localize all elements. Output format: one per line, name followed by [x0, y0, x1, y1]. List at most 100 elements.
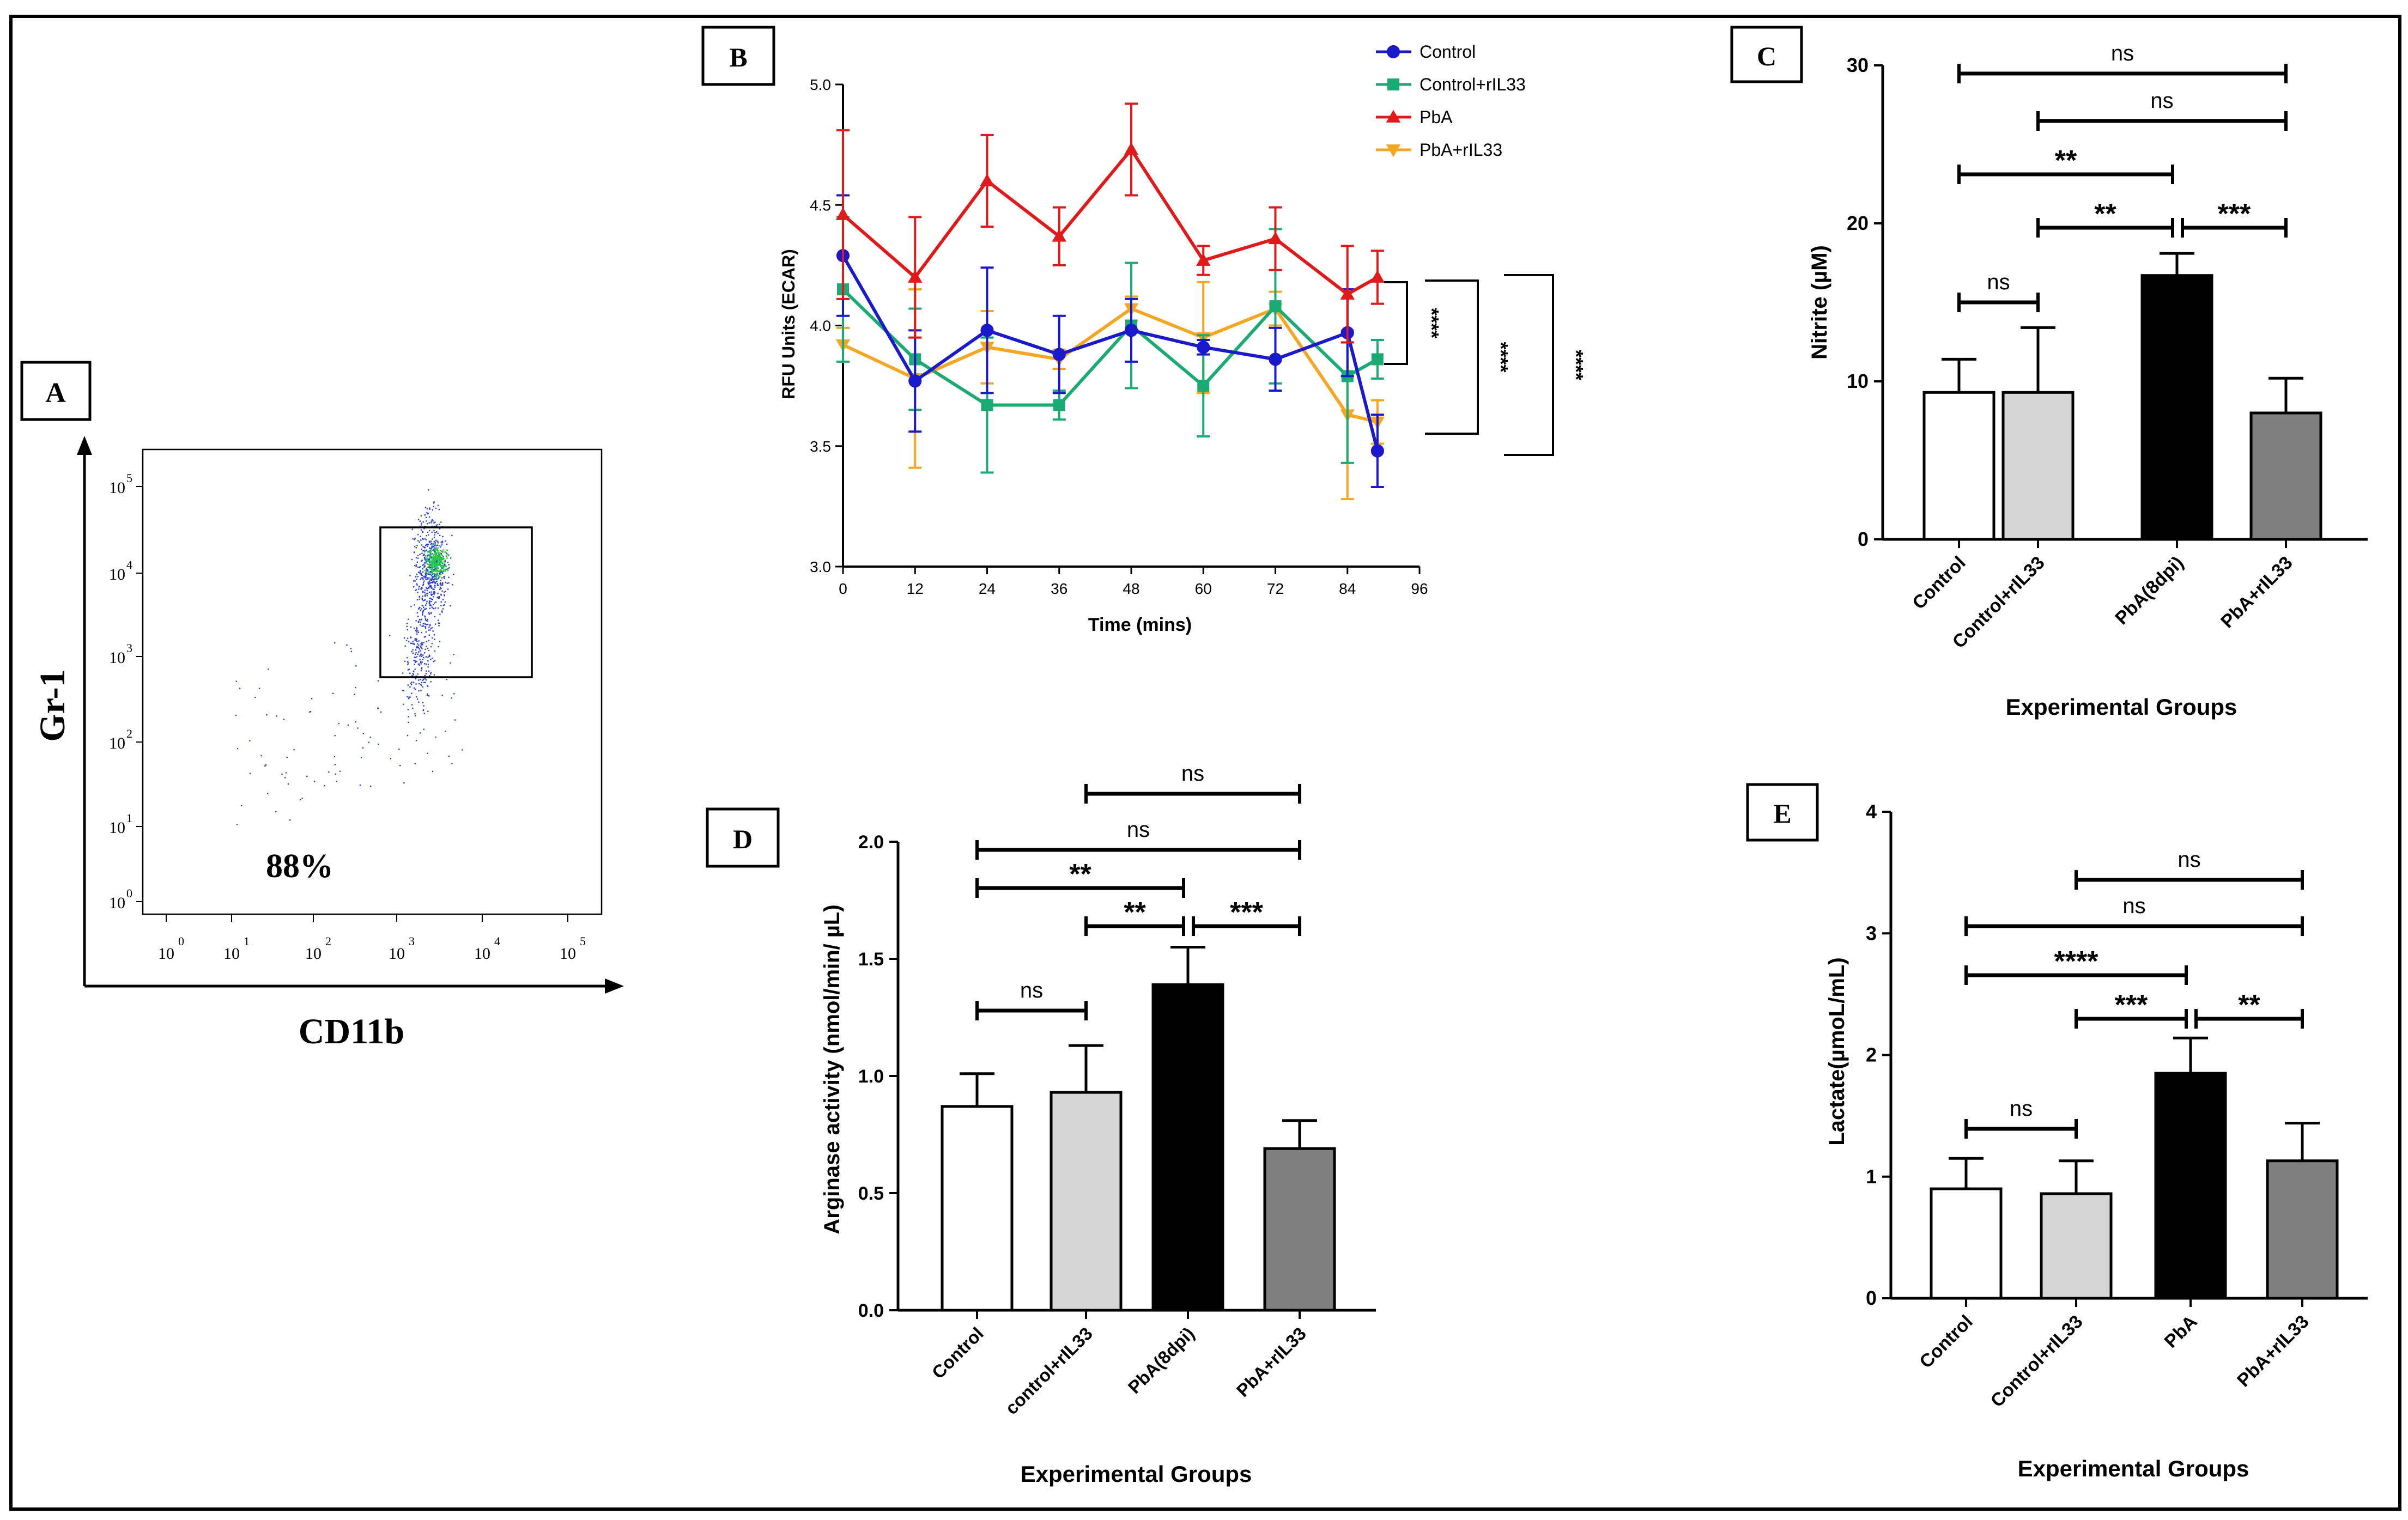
- flow-dense-dot: [444, 565, 445, 567]
- flow-event-dot: [439, 546, 441, 548]
- flow-event-dot: [299, 799, 301, 801]
- flow-event-dot: [416, 633, 418, 635]
- flow-event-dot: [427, 587, 429, 589]
- flow-event-dot: [370, 786, 372, 787]
- flow-event-dot: [424, 545, 427, 546]
- flow-event-dot: [429, 547, 430, 549]
- flow-y-tick-exponent: 3: [126, 641, 132, 655]
- lactate-y-axis-label: Lactate(µmoL/mL): [1825, 957, 1849, 1145]
- flow-event-dot: [451, 534, 453, 537]
- flow-event-dot: [410, 642, 412, 644]
- flow-event-dot: [417, 646, 418, 648]
- flow-dense-dot: [438, 557, 440, 560]
- flow-dense-dot: [434, 564, 436, 566]
- flow-event-dot: [424, 674, 426, 676]
- flow-event-dot: [416, 647, 418, 649]
- flow-dense-dot: [432, 543, 434, 545]
- nitrite-sig-label: ns: [1987, 270, 2010, 294]
- flow-dense-dot: [440, 569, 442, 571]
- flow-dense-dot: [436, 567, 439, 569]
- flow-event-dot: [439, 641, 441, 642]
- flow-event-dot: [431, 579, 433, 581]
- flow-event-dot: [453, 654, 454, 655]
- flow-event-dot: [430, 571, 432, 573]
- lactate-bar: [2266, 1159, 2339, 1300]
- flow-event-dot: [418, 608, 420, 610]
- flow-event-dot: [436, 561, 438, 562]
- flow-event-dot: [431, 531, 433, 533]
- flow-event-dot: [416, 696, 417, 698]
- flow-event-dot: [433, 661, 434, 662]
- flow-event-dot: [426, 573, 427, 574]
- flow-event-dot: [428, 573, 430, 575]
- panel-b-ecar-line-chart: B 3.0 3.5 4.0 4.5 5.0 0 12 24 36 48 60 72 84 96 Contr…: [701, 26, 1587, 635]
- flow-event-dot: [440, 594, 442, 596]
- flow-event-dot: [418, 567, 421, 568]
- arginase-bar: [1050, 1091, 1123, 1312]
- flow-event-dot: [432, 581, 434, 583]
- flow-event-dot: [418, 586, 420, 587]
- flow-x-tick-label: 10: [474, 945, 490, 963]
- flow-y-tick-label: 10: [109, 819, 125, 837]
- flow-event-dot: [380, 711, 382, 713]
- flow-event-dot: [451, 763, 453, 764]
- flow-event-dot: [423, 705, 424, 707]
- nitrite-bar: [2140, 274, 2213, 541]
- flow-event-dot: [420, 588, 422, 590]
- arginase-x-tick-label: PbA(8dpi): [1124, 1323, 1198, 1397]
- ecar-marker-square: [1371, 353, 1384, 366]
- flow-event-dot: [334, 764, 336, 765]
- flow-event-dot: [423, 682, 425, 683]
- flow-event-dot: [414, 653, 416, 655]
- flow-event-dot: [236, 824, 238, 825]
- flow-event-dot: [418, 690, 420, 692]
- flow-event-dot: [430, 543, 433, 544]
- flow-event-dot: [429, 558, 430, 560]
- flow-event-dot: [423, 565, 425, 567]
- flow-event-dot: [412, 707, 414, 709]
- flow-event-dot: [430, 587, 432, 588]
- ecar-y-tick-label: 5.0: [810, 76, 831, 93]
- flow-event-dot: [439, 524, 440, 525]
- flow-event-dot: [416, 573, 418, 575]
- flow-event-dot: [417, 630, 418, 632]
- ecar-sig-label: ****: [1565, 350, 1587, 380]
- flow-event-dot: [434, 544, 436, 546]
- flow-y-axis-label: Gr-1: [33, 669, 72, 741]
- flow-dense-dot: [436, 552, 438, 554]
- ecar-marker-triangle-up: [1268, 232, 1283, 245]
- flow-event-dot: [423, 546, 424, 548]
- flow-event-dot: [416, 612, 418, 613]
- flow-event-dot: [420, 610, 422, 611]
- ecar-x-tick-label: 0: [839, 580, 847, 597]
- flow-event-dot: [422, 538, 424, 540]
- flow-event-dot: [422, 709, 424, 712]
- flow-dense-dot: [439, 576, 441, 577]
- flow-event-dot: [424, 558, 426, 560]
- flow-event-dot: [427, 523, 428, 525]
- flow-dense-dot: [431, 570, 433, 571]
- flow-dense-dot: [441, 557, 444, 559]
- flow-dense-dot: [430, 562, 432, 564]
- nitrite-bar: [1922, 391, 1995, 541]
- flow-event-dot: [411, 642, 413, 644]
- flow-event-dot: [415, 652, 417, 654]
- flow-event-dot: [433, 547, 435, 549]
- flow-event-dot: [436, 544, 439, 546]
- flow-event-dot: [444, 575, 445, 577]
- ecar-marker-triangle-up: [1052, 229, 1066, 242]
- flow-dense-dot: [438, 554, 440, 556]
- panel-b-label-box: [701, 26, 775, 86]
- flow-event-dot: [426, 646, 427, 647]
- flow-event-dot: [426, 595, 428, 597]
- flow-event-dot: [407, 684, 409, 686]
- nitrite-y-tick-label: 0: [1858, 528, 1869, 550]
- flow-event-dot: [430, 556, 432, 558]
- flow-event-dot: [422, 644, 423, 646]
- flow-x-tick-exponent: 3: [409, 934, 415, 948]
- flow-dense-dot: [431, 549, 433, 551]
- flow-event-dot: [426, 620, 428, 622]
- flow-event-dot: [430, 540, 432, 542]
- lactate-sig-label: ns: [2010, 1097, 2033, 1121]
- flow-event-dot: [416, 698, 418, 700]
